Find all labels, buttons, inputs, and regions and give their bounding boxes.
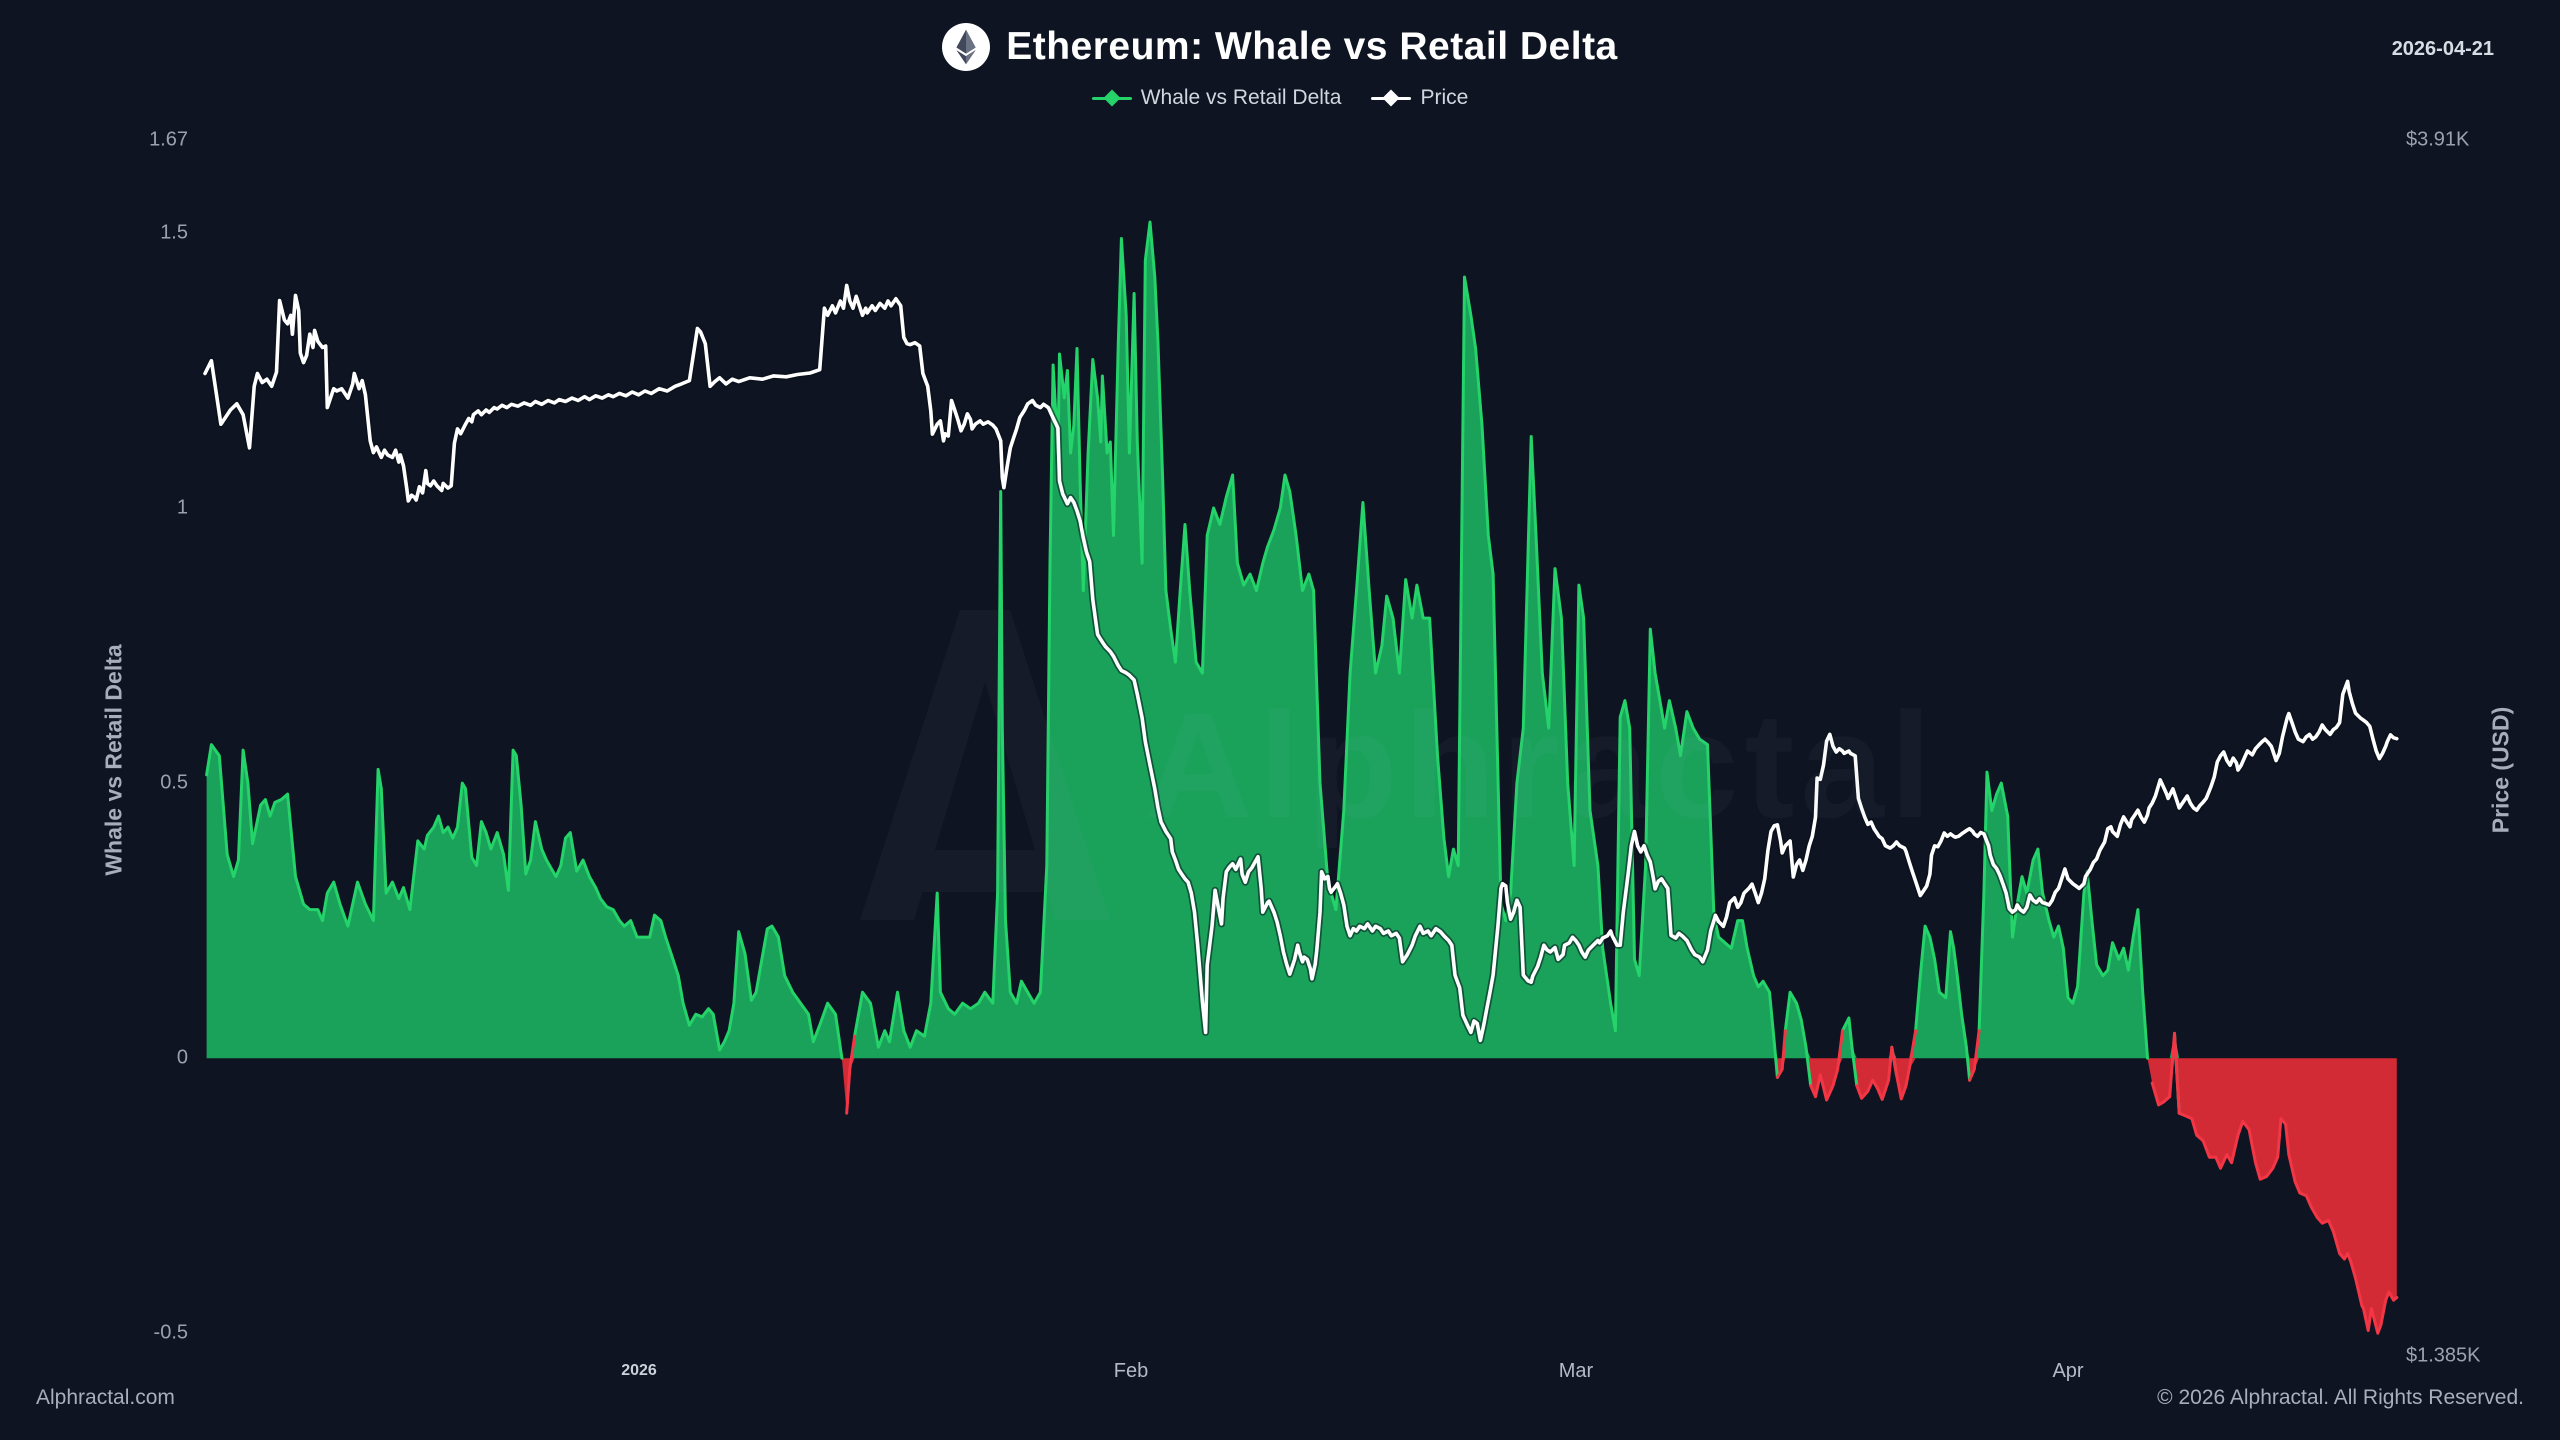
y-axis-right-title: Price (USD) — [2487, 706, 2514, 834]
chart-title-row: Ethereum: Whale vs Retail Delta — [0, 18, 2560, 76]
legend-label-delta: Whale vs Retail Delta — [1140, 86, 1342, 109]
legend-item-delta[interactable]: Whale vs Retail Delta — [1091, 86, 1342, 110]
y-axis-tick-1: 1 — [176, 496, 188, 519]
x-axis-tick-mar: Mar — [1558, 1360, 1594, 1382]
legend-marker-price-icon — [1371, 89, 1412, 107]
page-title: Ethereum: Whale vs Retail Delta — [1006, 25, 1618, 68]
legend-marker-delta-icon — [1091, 89, 1132, 107]
y-axis-tick-0: 0 — [176, 1046, 188, 1069]
legend-label-price: Price — [1420, 86, 1469, 109]
legend-item-price[interactable]: Price — [1371, 86, 1468, 110]
price-axis-min-label: $1.385K — [2406, 1344, 2481, 1367]
footer-copyright: © 2026 Alphractal. All Rights Reserved. — [2157, 1386, 2524, 1409]
chart-date: 2026-04-21 — [2391, 38, 2494, 60]
y-axis-tick-1-5: 1.5 — [160, 221, 188, 244]
y-axis-tick-0-5: 0.5 — [160, 771, 188, 794]
x-axis-tick-feb: Feb — [1113, 1360, 1149, 1382]
chart-legend: Whale vs Retail Delta Price — [0, 86, 2560, 110]
footer-site-text: Alphractal.com — [36, 1386, 175, 1409]
y-axis-tick-neg-0-5: -0.5 — [153, 1321, 188, 1344]
ethereum-logo-icon — [942, 23, 991, 71]
y-axis-left-title: Whale vs Retail Delta — [100, 644, 127, 876]
x-axis-tick-2026: 2026 — [621, 1362, 657, 1379]
x-axis-tick-apr: Apr — [2052, 1360, 2084, 1382]
price-axis-max-label: $3.91K — [2406, 128, 2470, 151]
y-axis-tick-1-67: 1.67 — [149, 128, 188, 151]
